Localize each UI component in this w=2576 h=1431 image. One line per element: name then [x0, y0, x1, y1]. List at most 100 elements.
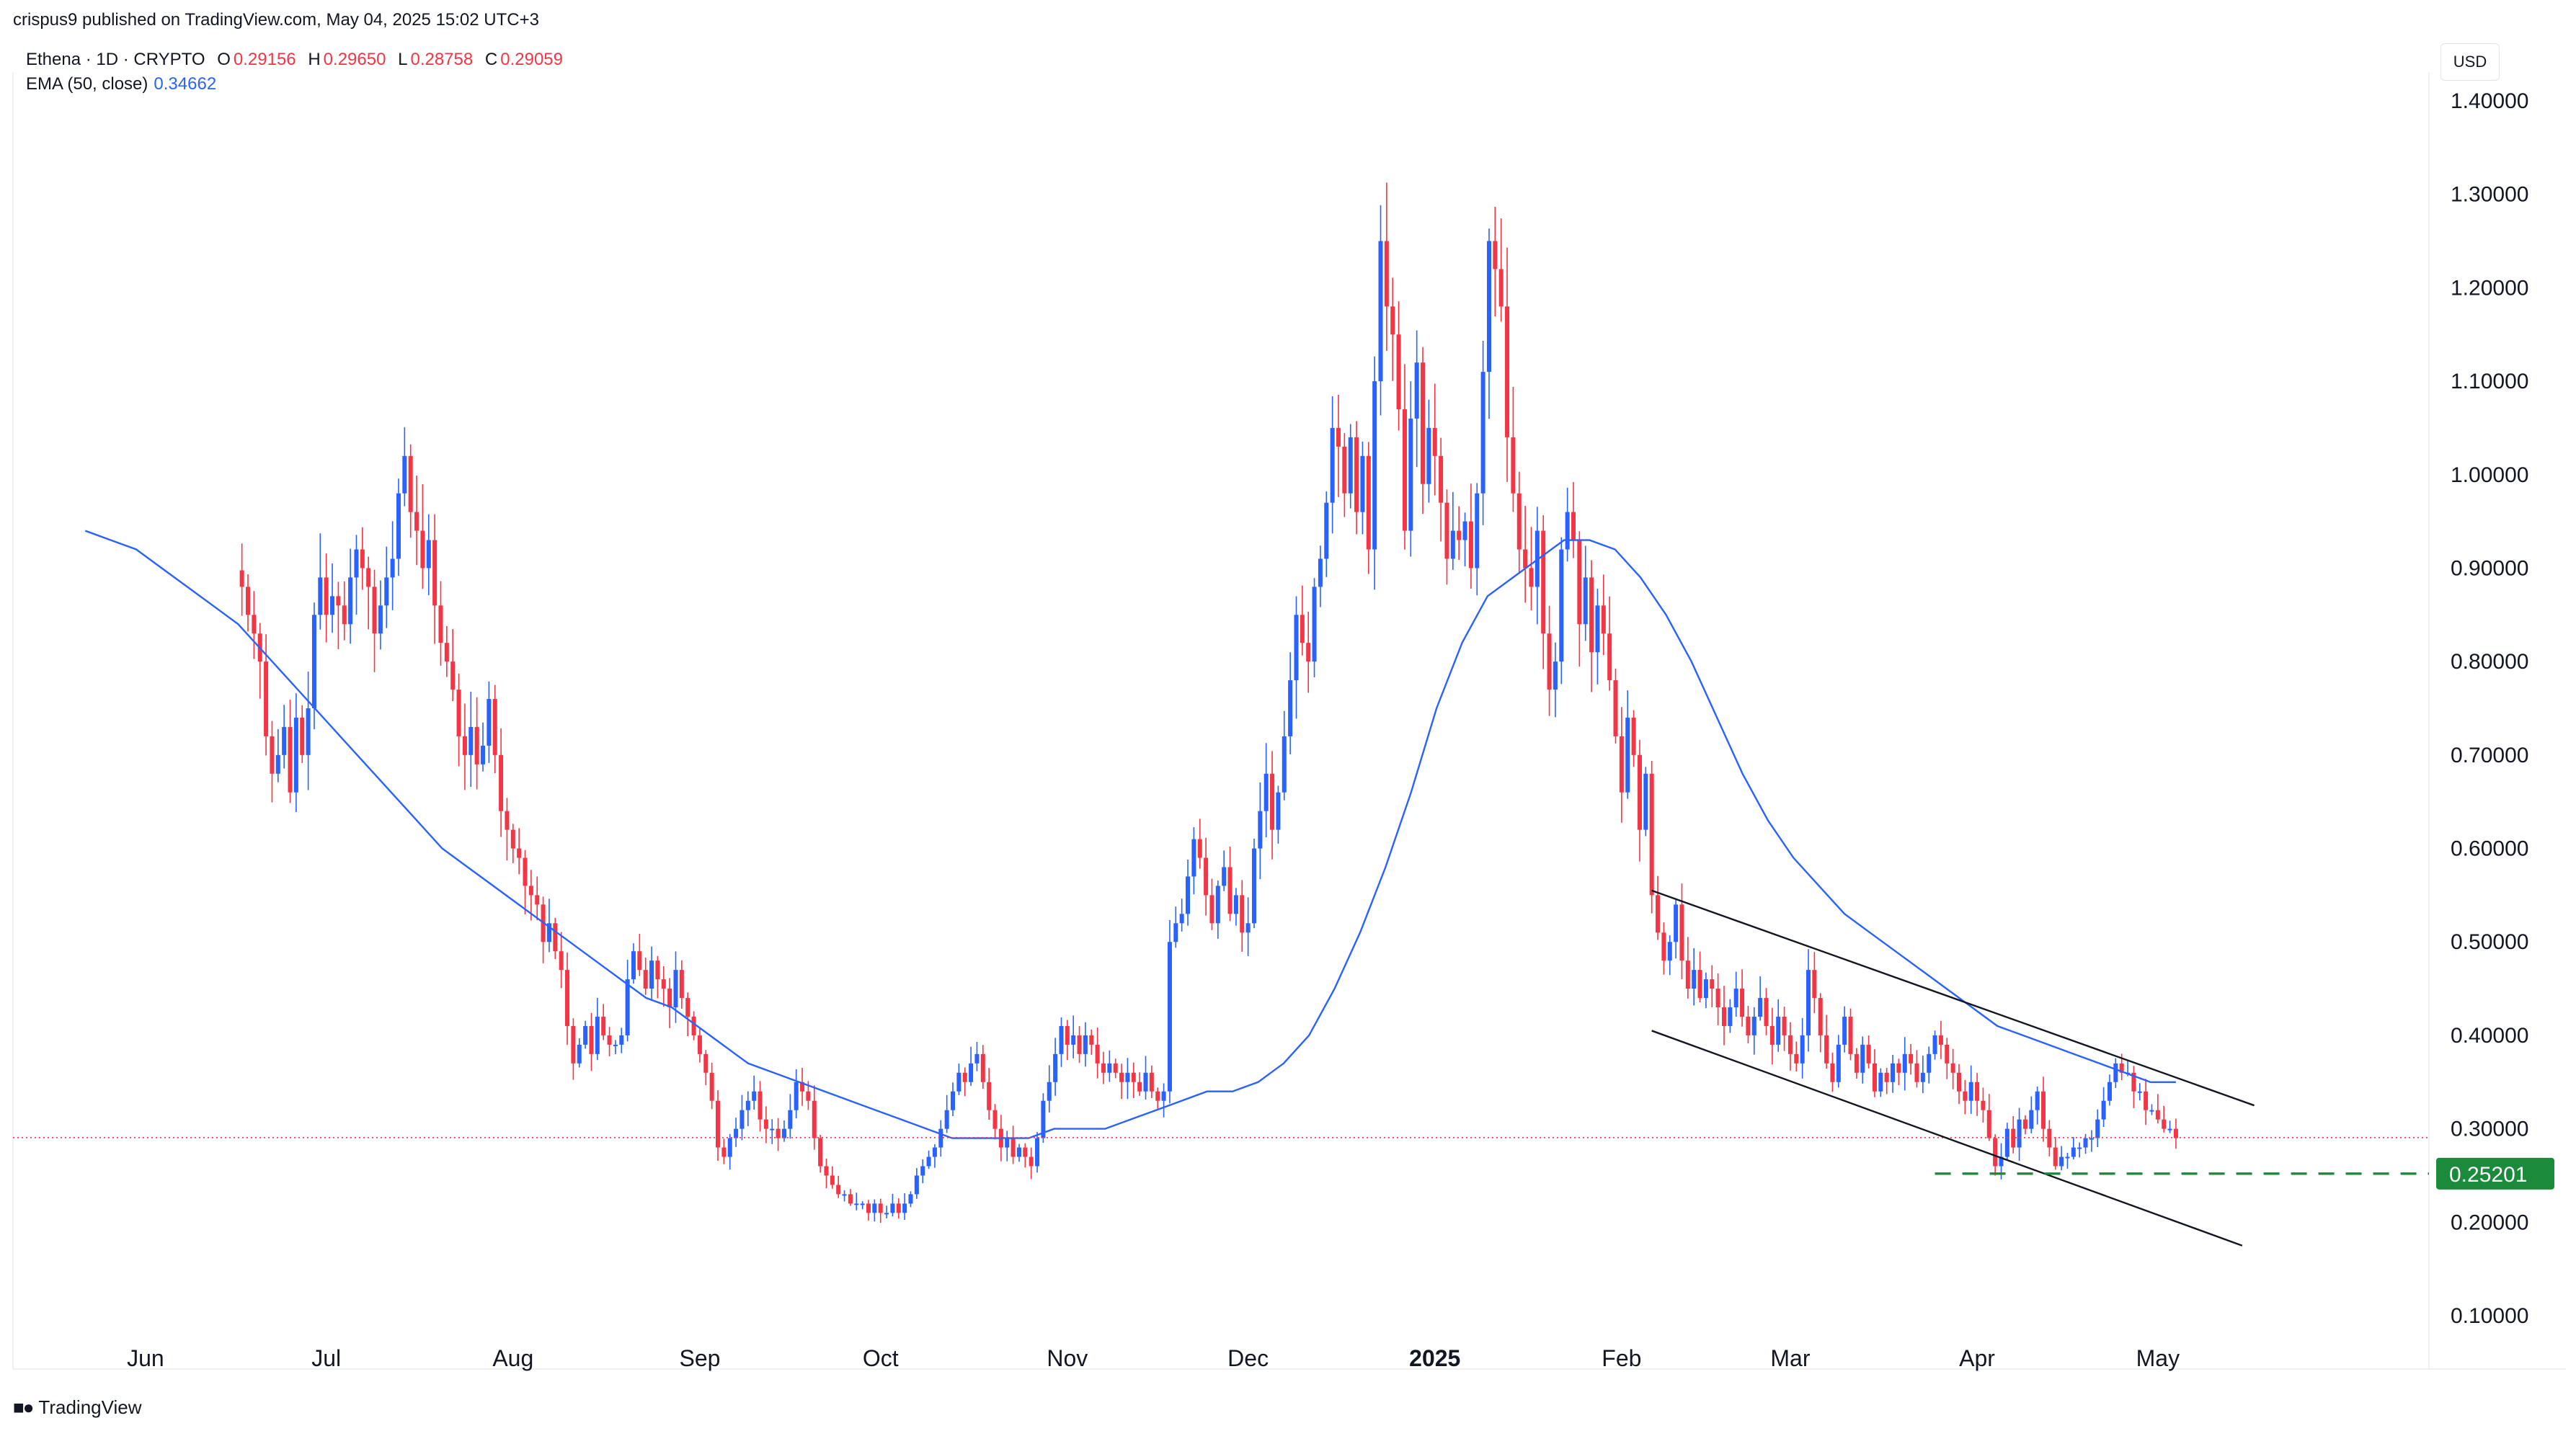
channel-line[interactable] — [1651, 1030, 2243, 1247]
candle-body — [848, 1194, 853, 1204]
candle — [1077, 1025, 1082, 1064]
candle-body — [1276, 792, 1281, 830]
candle-body — [854, 1203, 859, 1205]
candle-body — [1637, 754, 1642, 830]
candle-body — [661, 979, 666, 989]
candle-body — [776, 1128, 781, 1138]
candle — [1565, 487, 1570, 562]
y-tick-label: 0.20000 — [2451, 1211, 2528, 1234]
candle-body — [426, 540, 431, 569]
support-price-label: 0.25201 — [2449, 1163, 2527, 1187]
candle — [1516, 471, 1522, 574]
channel-line[interactable] — [1651, 889, 2255, 1107]
candle-body — [1830, 1063, 1835, 1082]
candle-body — [1047, 1082, 1052, 1101]
candle — [1439, 437, 1444, 542]
candle-body — [354, 549, 359, 578]
candle — [571, 1018, 576, 1080]
candle-body — [956, 1072, 961, 1092]
candle — [468, 691, 474, 788]
candle — [951, 1082, 956, 1116]
symbol-title[interactable]: Ethena · 1D · CRYPTO — [26, 50, 205, 69]
candle-body — [1589, 577, 1594, 653]
candle — [758, 1081, 763, 1132]
candle — [432, 514, 438, 644]
candle — [788, 1094, 793, 1139]
candle — [1529, 527, 1534, 611]
candle — [1571, 482, 1576, 558]
candle-body — [553, 923, 558, 952]
y-tick-label: 1.10000 — [2451, 370, 2528, 393]
candle-body — [1697, 970, 1702, 999]
candle-body — [938, 1128, 943, 1148]
candle-body — [306, 708, 311, 755]
candle — [1679, 883, 1684, 979]
candle-body — [571, 1025, 576, 1064]
candle-body — [1963, 1091, 1968, 1101]
candle-body — [1354, 437, 1359, 512]
candle — [252, 591, 257, 659]
candle-body — [1836, 1044, 1841, 1082]
candle — [1848, 1008, 1853, 1061]
candle — [1173, 906, 1178, 948]
candle-body — [716, 1100, 721, 1148]
candle — [1902, 1037, 1907, 1091]
candle-body — [1029, 1156, 1034, 1167]
candle-body — [951, 1091, 956, 1110]
candle — [1288, 652, 1293, 754]
candle-body — [1498, 269, 1504, 307]
candle-body — [474, 726, 479, 764]
candle — [535, 876, 540, 921]
candle — [577, 1038, 582, 1068]
currency-button[interactable]: USD — [2440, 43, 2500, 81]
candle — [1354, 421, 1359, 535]
x-axis[interactable]: Jun Jul Aug Sep Oct Nov Dec 2025 Feb Mar Apr May — [127, 1345, 2180, 1371]
candle — [1541, 515, 1546, 669]
ema-row: EMA (50, close) 0.34662 — [26, 72, 563, 97]
candle-body — [360, 549, 365, 569]
candle — [510, 824, 515, 863]
ohlc-row: Ethena · 1D · CRYPTO O 0.29156 H 0.29650 L… — [26, 48, 563, 72]
candle — [1107, 1050, 1112, 1082]
candle-body — [1306, 643, 1311, 662]
candle — [1083, 1022, 1088, 1067]
candle-body — [1209, 895, 1214, 924]
candle — [245, 574, 251, 632]
candle — [1486, 228, 1491, 419]
candle-body — [884, 1213, 889, 1215]
candle — [1968, 1065, 1973, 1114]
candle-body — [1197, 839, 1202, 858]
candle — [2173, 1118, 2178, 1149]
candle — [1016, 1144, 1021, 1162]
candle — [679, 960, 684, 1009]
candle — [1733, 971, 1738, 1017]
candle — [1468, 483, 1473, 589]
candle-body — [2029, 1110, 2034, 1129]
y-tick-label: 0.60000 — [2451, 837, 2528, 861]
y-axis[interactable]: 1.40000 1.30000 1.20000 1.10000 1.00000 0.900… — [2436, 89, 2554, 1328]
candle — [583, 1020, 588, 1049]
support-price-badge — [2436, 1157, 2554, 1190]
candle-body — [2131, 1072, 2136, 1092]
candle — [1649, 760, 1654, 914]
candle — [1336, 394, 1341, 497]
candle — [2035, 1086, 2040, 1125]
candle-body — [523, 857, 528, 886]
y-tick-label: 0.90000 — [2451, 556, 2528, 580]
candle — [1137, 1072, 1142, 1096]
candle-body — [1173, 923, 1178, 942]
candle — [1872, 1049, 1877, 1097]
candle — [1956, 1064, 1961, 1105]
ema-label[interactable]: EMA (50, close) — [26, 74, 148, 94]
candle-body — [1263, 773, 1269, 811]
candle-body — [740, 1110, 745, 1129]
candle-body — [1613, 680, 1618, 736]
candle — [414, 476, 419, 566]
candle-body — [1649, 773, 1654, 896]
candle — [402, 427, 407, 507]
candle — [1089, 1029, 1094, 1055]
candle — [1710, 965, 1715, 1007]
candle — [1986, 1094, 1991, 1141]
candle-body — [348, 577, 353, 625]
